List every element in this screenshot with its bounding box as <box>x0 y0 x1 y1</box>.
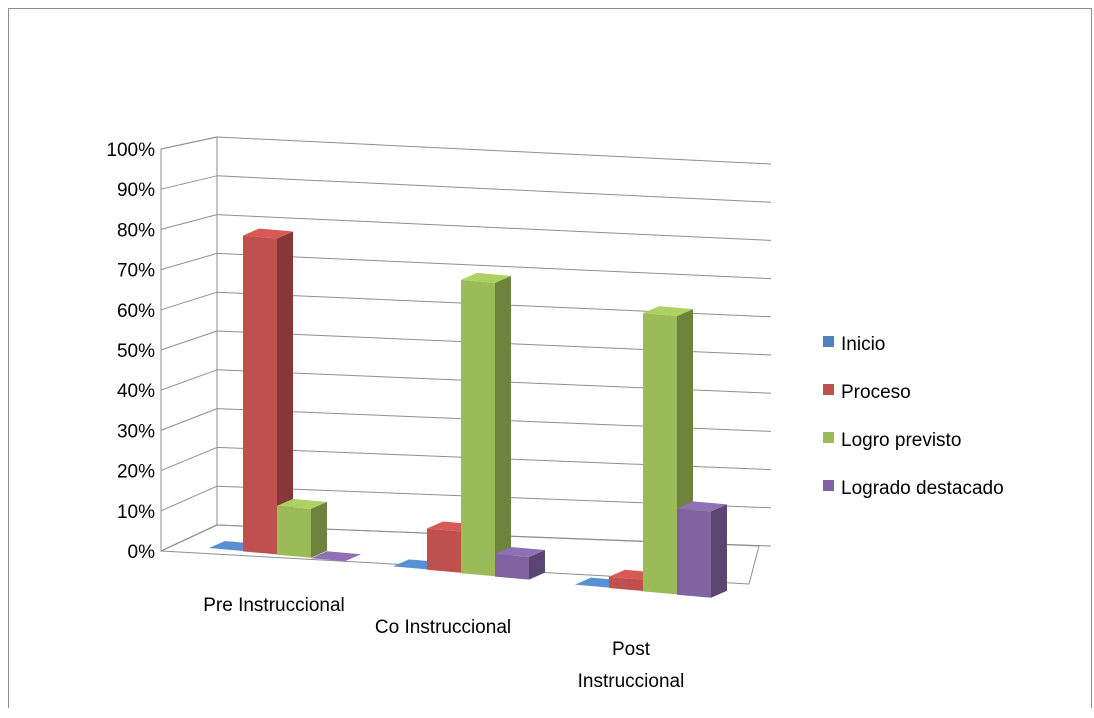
legend-item: Inicio <box>823 334 885 355</box>
bars <box>209 228 727 598</box>
bar <box>495 547 545 580</box>
x-category-label: Co Instruccional <box>375 617 511 638</box>
bar-front <box>677 508 711 598</box>
bar <box>677 501 727 598</box>
bar-front <box>277 505 311 558</box>
legend-label: Proceso <box>841 382 911 403</box>
bar-front <box>427 528 461 573</box>
gridline-side <box>160 330 218 351</box>
legend-swatch <box>823 432 834 443</box>
bar <box>311 551 361 562</box>
bar-top <box>643 306 693 317</box>
y-tick-label: 70% <box>117 261 155 282</box>
bar-top <box>495 547 545 558</box>
bar-top <box>311 551 361 562</box>
x-category-label: Post Instruccional <box>578 639 685 692</box>
y-tick-label: 0% <box>128 542 156 563</box>
legend-item: Proceso <box>823 382 911 403</box>
bar-front <box>461 279 495 577</box>
legend-label: Logrado destacado <box>841 478 1004 499</box>
gridline-side <box>160 524 218 552</box>
bar <box>461 272 511 577</box>
chart-area: 0% 10% 20% 30% 40% 50% 60% 70% 80% 90% 100% Pre In… <box>8 8 1092 708</box>
bar-top <box>461 272 511 283</box>
y-tick-label: 80% <box>117 220 155 241</box>
gridline-side <box>160 252 218 271</box>
x-axis-categories: Pre Instruccional Co Instruccional Post Ins… <box>203 595 684 692</box>
gridline <box>216 252 772 280</box>
bar-front <box>609 576 643 591</box>
legend-label: Inicio <box>841 334 885 355</box>
bar-front <box>495 554 529 580</box>
gridline-side <box>160 446 218 472</box>
bar-front <box>643 313 677 595</box>
gridline-side <box>160 408 218 431</box>
y-tick-label: 60% <box>117 301 155 322</box>
legend-label: Logro previsto <box>841 430 961 451</box>
y-tick-label: 50% <box>117 341 155 362</box>
bar <box>243 228 293 555</box>
bar-side <box>711 504 727 598</box>
bar-chart-3d: 0% 10% 20% 30% 40% 50% 60% 70% 80% 90% 100% Pre In… <box>106 136 1004 692</box>
y-tick-label: 20% <box>117 462 155 483</box>
gridline-side <box>160 214 218 230</box>
bar-top <box>677 501 727 512</box>
legend-item: Logrado destacado <box>823 478 1004 499</box>
gridline-side <box>160 485 218 512</box>
gridline-side <box>160 175 218 190</box>
gridline <box>216 214 772 241</box>
bar <box>277 498 327 558</box>
bar-side <box>495 275 511 577</box>
legend-swatch <box>823 336 834 347</box>
y-tick-label: 10% <box>117 502 155 523</box>
y-tick-label: 90% <box>117 180 155 201</box>
legend-swatch <box>823 384 834 395</box>
y-axis-ticks: 0% 10% 20% 30% 40% 50% 60% 70% 80% 90% 100% <box>106 140 155 563</box>
bar-front <box>243 235 277 555</box>
gridline-side <box>160 291 218 311</box>
bar-side <box>529 550 545 580</box>
gridline-side <box>160 369 218 391</box>
x-category-label: Pre Instruccional <box>203 595 345 616</box>
gridline-side <box>160 136 218 150</box>
bar-top <box>243 228 293 239</box>
bar-side <box>311 501 327 558</box>
gridline <box>216 175 772 203</box>
y-tick-label: 100% <box>106 140 155 161</box>
legend-swatch <box>823 480 834 491</box>
legend-item: Logro previsto <box>823 430 961 451</box>
bar-top <box>277 498 327 509</box>
y-tick-label: 30% <box>117 421 155 442</box>
gridline <box>216 136 772 165</box>
side-wall <box>160 136 218 552</box>
legend: Inicio Proceso Logro previsto Logrado desta… <box>823 334 1004 499</box>
bar-side <box>277 231 293 555</box>
y-tick-label: 40% <box>117 381 155 402</box>
